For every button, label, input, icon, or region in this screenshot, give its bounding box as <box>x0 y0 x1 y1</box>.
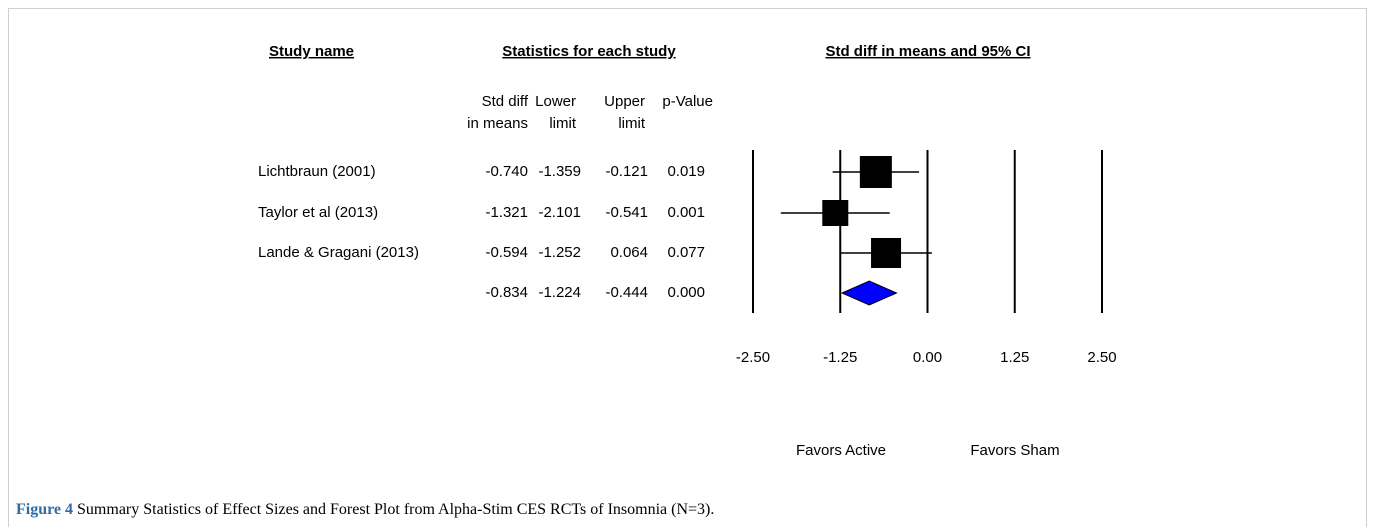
study-name: Lichtbraun (2001) <box>258 163 376 180</box>
column-header: limit <box>549 115 576 132</box>
cell-value: -0.121 <box>605 163 648 180</box>
study-name: Lande & Gragani (2013) <box>258 244 419 261</box>
column-header: Std diff <box>482 93 529 110</box>
favors-label: Favors Active <box>796 442 886 459</box>
cell-value: 0.001 <box>667 204 705 221</box>
effect-square <box>859 156 892 188</box>
x-tick-label: 2.50 <box>1087 349 1116 366</box>
column-header: p-Value <box>662 93 713 110</box>
caption-label: Figure 4 <box>16 501 73 518</box>
cell-value: 0.064 <box>610 244 648 261</box>
cell-value: -1.224 <box>538 284 581 301</box>
chart-area <box>249 24 1129 476</box>
column-header: Upper <box>604 93 645 110</box>
caption-text: Summary Statistics of Effect Sizes and F… <box>77 501 714 518</box>
x-tick-label: -1.25 <box>823 349 857 366</box>
column-header: limit <box>618 115 645 132</box>
column-header: Lower <box>535 93 576 110</box>
x-tick-label: 1.25 <box>1000 349 1029 366</box>
cell-value: -2.101 <box>538 204 581 221</box>
cell-value: 0.000 <box>667 284 705 301</box>
cell-value: 0.077 <box>667 244 705 261</box>
study-name: Taylor et al (2013) <box>258 204 378 221</box>
x-tick-label: 0.00 <box>913 349 942 366</box>
summary-diamond <box>840 280 898 306</box>
column-header: in means <box>467 115 528 132</box>
cell-value: -1.252 <box>538 244 581 261</box>
effect-square <box>822 200 849 226</box>
cell-value: -0.541 <box>605 204 648 221</box>
x-tick-label: -2.50 <box>736 349 770 366</box>
plot-header: Std diff in means and 95% CI <box>825 43 1030 60</box>
stats-header: Statistics for each study <box>502 43 676 60</box>
cell-value: -1.359 <box>538 163 581 180</box>
cell-value: -0.444 <box>605 284 648 301</box>
cell-value: -0.740 <box>485 163 528 180</box>
cell-value: -0.594 <box>485 244 528 261</box>
cell-value: 0.019 <box>667 163 705 180</box>
study-header: Study name <box>269 43 354 60</box>
cell-value: -0.834 <box>485 284 528 301</box>
effect-square <box>871 238 902 268</box>
favors-label: Favors Sham <box>970 442 1059 459</box>
cell-value: -1.321 <box>485 204 528 221</box>
caption: Figure 4 Summary Statistics of Effect Siz… <box>16 501 714 518</box>
